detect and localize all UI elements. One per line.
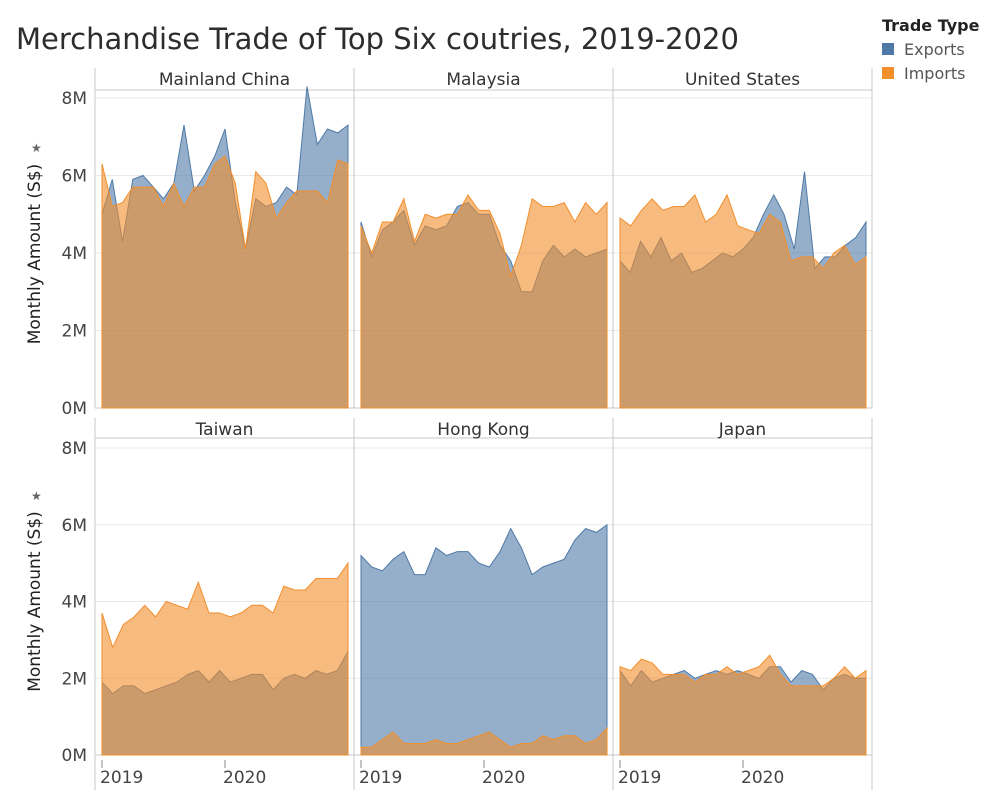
legend-title: Trade Type (882, 16, 980, 35)
panel-title-japan: Japan (718, 420, 766, 440)
x-tick-label: 2019 (618, 768, 661, 788)
legend-swatch-exports (882, 43, 894, 55)
y-tick-label: 6M (62, 516, 87, 536)
y-tick-label: 4M (62, 593, 87, 613)
area-exports-hong-kong (360, 523, 608, 756)
y-axis-title: Monthly Amount (S$) (25, 511, 45, 692)
panel-taiwan: Taiwan (94, 418, 354, 756)
panel-united-states: United States (612, 68, 873, 409)
y-tick-label: 2M (62, 669, 87, 689)
area-imports-united-states (619, 193, 867, 409)
y-tick-label: 2M (62, 322, 87, 342)
panel-title-hong-kong: Hong Kong (437, 420, 529, 440)
legend-item-exports[interactable]: Exports (882, 37, 979, 61)
legend-swatch-imports (882, 67, 894, 79)
y-tick-label: 0M (62, 746, 87, 766)
legend-label-exports: Exports (904, 39, 965, 59)
pin-icon: ★ (31, 489, 42, 503)
legend-item-imports[interactable]: Imports (882, 61, 979, 85)
area-imports-hong-kong (360, 726, 608, 756)
y-tick-label: 8M (62, 439, 87, 459)
panel-japan: Japan (612, 418, 873, 756)
pin-icon: ★ (31, 141, 42, 155)
y-tick-label: 6M (62, 167, 87, 187)
x-tick-label: 2019 (100, 768, 143, 788)
legend-label-imports: Imports (904, 63, 966, 83)
panel-title-malaysia: Malaysia (446, 70, 520, 90)
panel-title-taiwan: Taiwan (195, 420, 254, 440)
panel-mainland-china: Mainland China (94, 68, 354, 409)
area-imports-taiwan (101, 561, 349, 756)
y-axis-title: Monthly Amount (S$) (25, 164, 45, 345)
panel-hong-kong: Hong Kong (353, 418, 613, 756)
panel-title-united-states: United States (685, 70, 800, 90)
area-imports-japan (619, 654, 867, 756)
y-tick-label: 4M (62, 244, 87, 264)
y-tick-label: 0M (62, 399, 87, 419)
panel-malaysia: Malaysia (353, 68, 613, 409)
x-tick-label: 2020 (482, 768, 525, 788)
area-imports-malaysia (360, 193, 608, 409)
x-tick-label: 2020 (741, 768, 784, 788)
panel-title-mainland-china: Mainland China (159, 70, 290, 90)
x-tick-label: 2020 (223, 768, 266, 788)
x-tick-label: 2019 (359, 768, 402, 788)
area-imports-mainland-china (101, 155, 349, 409)
y-tick-label: 8M (62, 89, 87, 109)
page-title: Merchandise Trade of Top Six coutries, 2… (16, 22, 739, 56)
legend: Trade Type Exports Imports (882, 16, 979, 85)
